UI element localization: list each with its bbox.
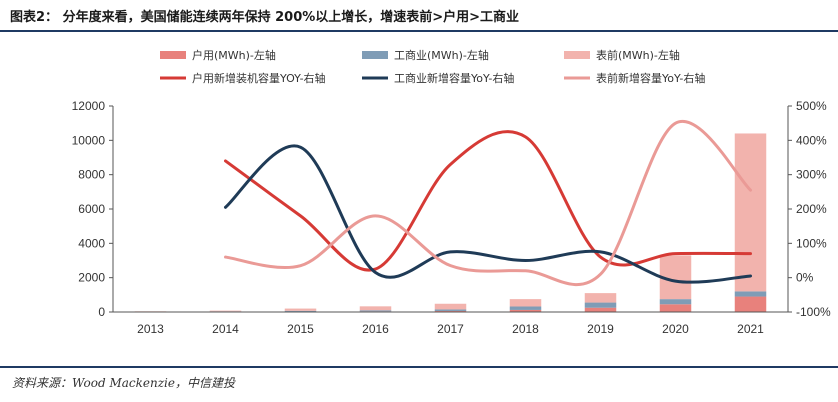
y-left-tick-label: 10000 [72,133,106,147]
legend-swatch-bar [564,51,590,59]
y-right-tick-label: 0% [796,271,814,285]
y-right-tick-label: 300% [796,168,827,182]
x-tick-label: 2015 [287,322,314,336]
x-tick-label: 2018 [512,322,539,336]
bar-segment [734,291,767,297]
legend-label: 户用(MWh)-左轴 [192,48,276,62]
bar-segment [434,309,467,311]
line-layer [224,119,752,287]
legend-label: 表前(MWh)-左轴 [596,48,680,62]
bar-segment [284,308,317,311]
bar-segment [434,303,467,310]
bar-segment [734,133,767,292]
legend-swatch-bar [160,51,186,59]
bar-layer [134,133,767,313]
bar-segment [509,309,542,312]
chart-legend: 户用(MWh)-左轴 工商业(MWh)-左轴 表前(MWh)-左轴户用新增装机容量Y… [160,48,705,85]
source-note: 资料来源：Wood Mackenzie，中信建投 [12,376,235,390]
bar-segment [659,304,692,312]
bar-segment [359,310,392,312]
bar-segment [584,293,617,303]
x-tick-label: 2013 [137,322,164,336]
y-right-tick-label: -100% [796,305,831,319]
legend-swatch-bar [362,51,388,59]
y-left-tick-label: 12000 [72,99,106,113]
energy-storage-chart: 户用(MWh)-左轴 工商业(MWh)-左轴 表前(MWh)-左轴户用新增装机容量Y… [72,48,831,336]
legend-label: 表前新增容量YoY-右轴 [596,71,705,85]
x-tick-label: 2020 [662,322,689,336]
x-tick-label: 2021 [737,322,764,336]
title-divider [0,30,838,32]
bar-segment [509,306,542,310]
y-left-tick-label: 6000 [78,202,105,216]
legend-label: 工商业新增容量YoY-右轴 [394,71,514,85]
y-left-tick-label: 4000 [78,236,105,250]
bar-segment [509,299,542,307]
bar-segment [734,296,767,312]
y-right-tick-label: 400% [796,133,827,147]
bar-segment [434,310,467,312]
y-left-tick-label: 8000 [78,168,105,182]
axes-layer: 0 2000 4000 6000 8000 10000 12000 -100% 0% 100% 20… [72,99,831,336]
y-left-tick-label: 0 [98,305,105,319]
legend-label: 户用新增装机容量YOY-右轴 [192,71,326,85]
series-line [224,130,752,272]
bar-segment [209,310,242,312]
x-tick-label: 2014 [212,322,239,336]
x-tick-label: 2017 [437,322,464,336]
x-tick-label: 2016 [362,322,389,336]
figure-title: 图表2： 分年度来看，美国储能连续两年保持 200%以上增长，增速表前>户用>工… [10,10,520,25]
y-right-tick-label: 500% [796,99,827,113]
x-tick-label: 2019 [587,322,614,336]
series-line [224,119,752,287]
bar-segment [584,302,617,308]
bar-segment [659,299,692,305]
bar-segment [584,307,617,312]
y-left-tick-label: 2000 [78,271,105,285]
y-right-tick-label: 200% [796,202,827,216]
footer-divider [0,366,838,368]
y-right-tick-label: 100% [796,236,827,250]
series-line [224,144,752,284]
legend-label: 工商业(MWh)-左轴 [394,48,489,62]
bar-segment [284,310,317,312]
bar-segment [359,306,392,311]
